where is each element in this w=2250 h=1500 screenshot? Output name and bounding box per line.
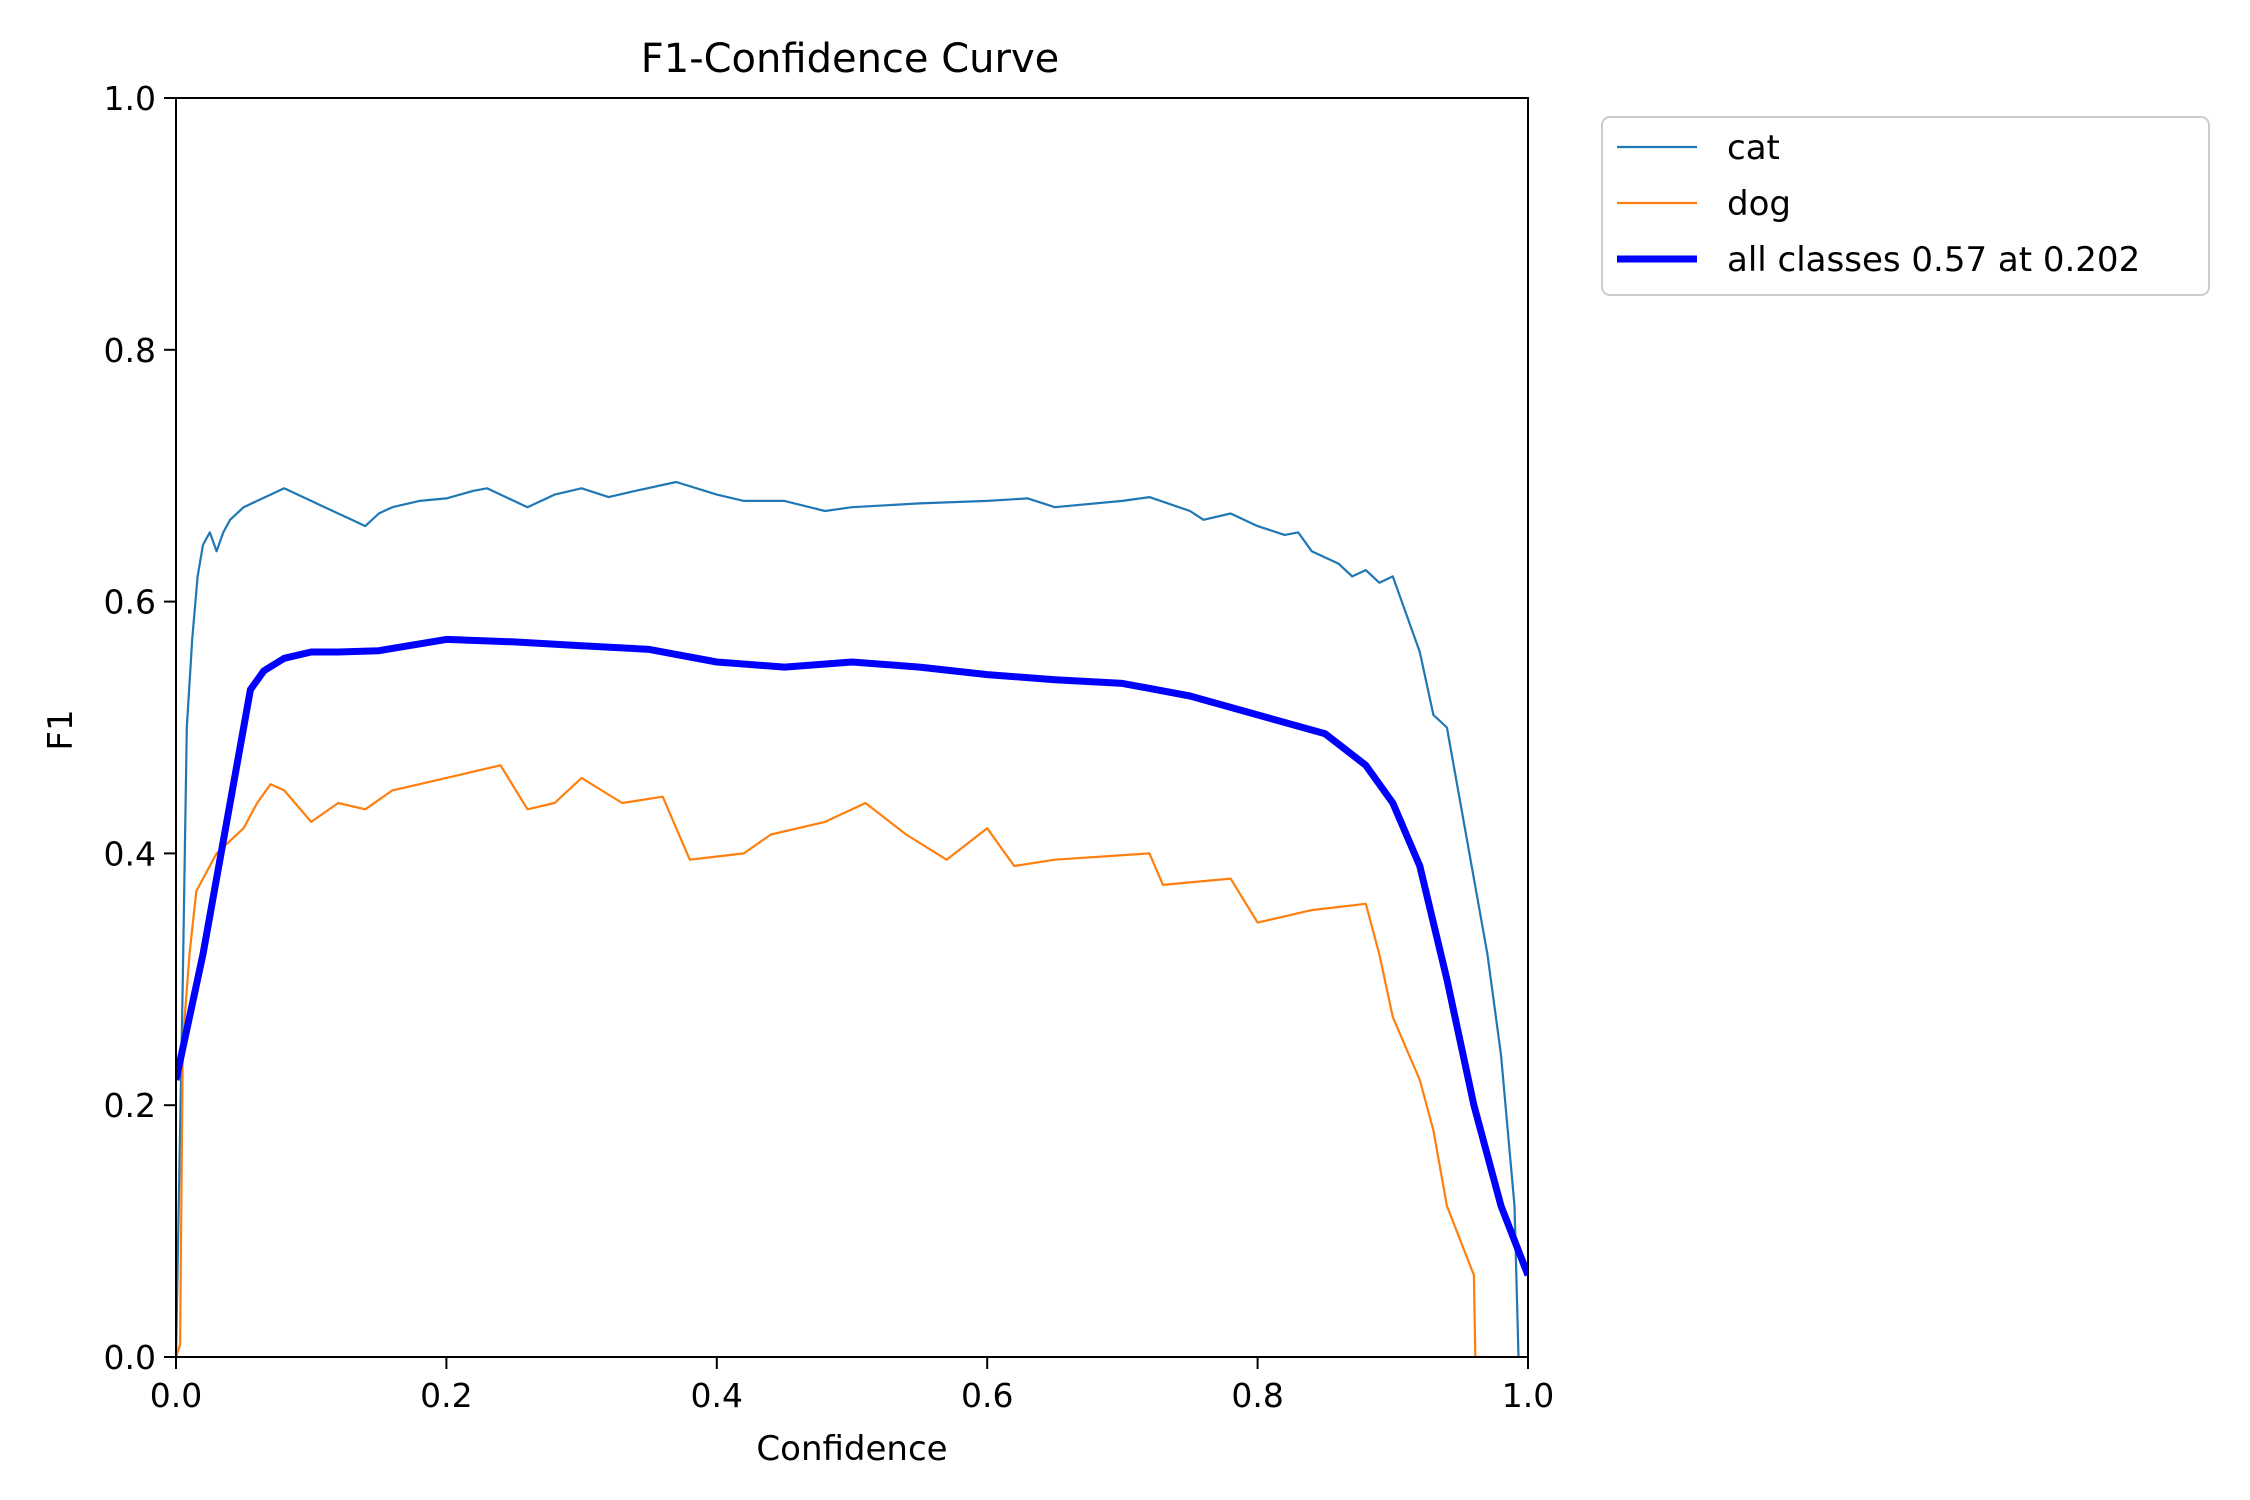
y-tick-label: 0.4 xyxy=(104,834,156,873)
plot-frame xyxy=(175,97,1529,1358)
legend: cat dog all classes 0.57 at 0.202 xyxy=(1601,116,2210,296)
x-axis: 0.0 0.2 0.4 0.6 0.8 1.0 xyxy=(150,1357,1554,1415)
x-tick-label: 0.2 xyxy=(420,1376,472,1415)
y-tick-label: 0.0 xyxy=(104,1338,156,1377)
series-line-all-classes xyxy=(176,635,1528,1277)
x-tick-label: 0.4 xyxy=(691,1376,743,1415)
y-axis-label: F1 xyxy=(41,709,81,750)
legend-label-dog: dog xyxy=(1727,184,1791,224)
plot-area xyxy=(176,480,1528,1357)
series-line-cat xyxy=(176,480,1520,1357)
y-tick-label: 1.0 xyxy=(104,79,156,118)
y-axis: 0.0 0.2 0.4 0.6 0.8 1.0 xyxy=(104,79,176,1377)
x-tick-label: 0.6 xyxy=(961,1376,1013,1415)
x-axis-label: Confidence xyxy=(756,1429,947,1469)
y-tick-label: 0.2 xyxy=(104,1086,156,1125)
x-tick-label: 0.8 xyxy=(1231,1376,1283,1415)
x-tick-label: 1.0 xyxy=(1502,1376,1554,1415)
y-tick-label: 0.6 xyxy=(104,583,156,622)
chart-title: F1-Confidence Curve xyxy=(641,36,1060,82)
legend-label-cat: cat xyxy=(1727,128,1780,168)
x-tick-label: 0.0 xyxy=(150,1376,202,1415)
legend-box xyxy=(1601,116,2210,296)
legend-label-all-classes: all classes 0.57 at 0.202 xyxy=(1727,240,2140,280)
series-layer xyxy=(176,480,1528,1357)
series-line-dog xyxy=(176,764,1488,1357)
y-tick-label: 0.8 xyxy=(104,331,156,370)
